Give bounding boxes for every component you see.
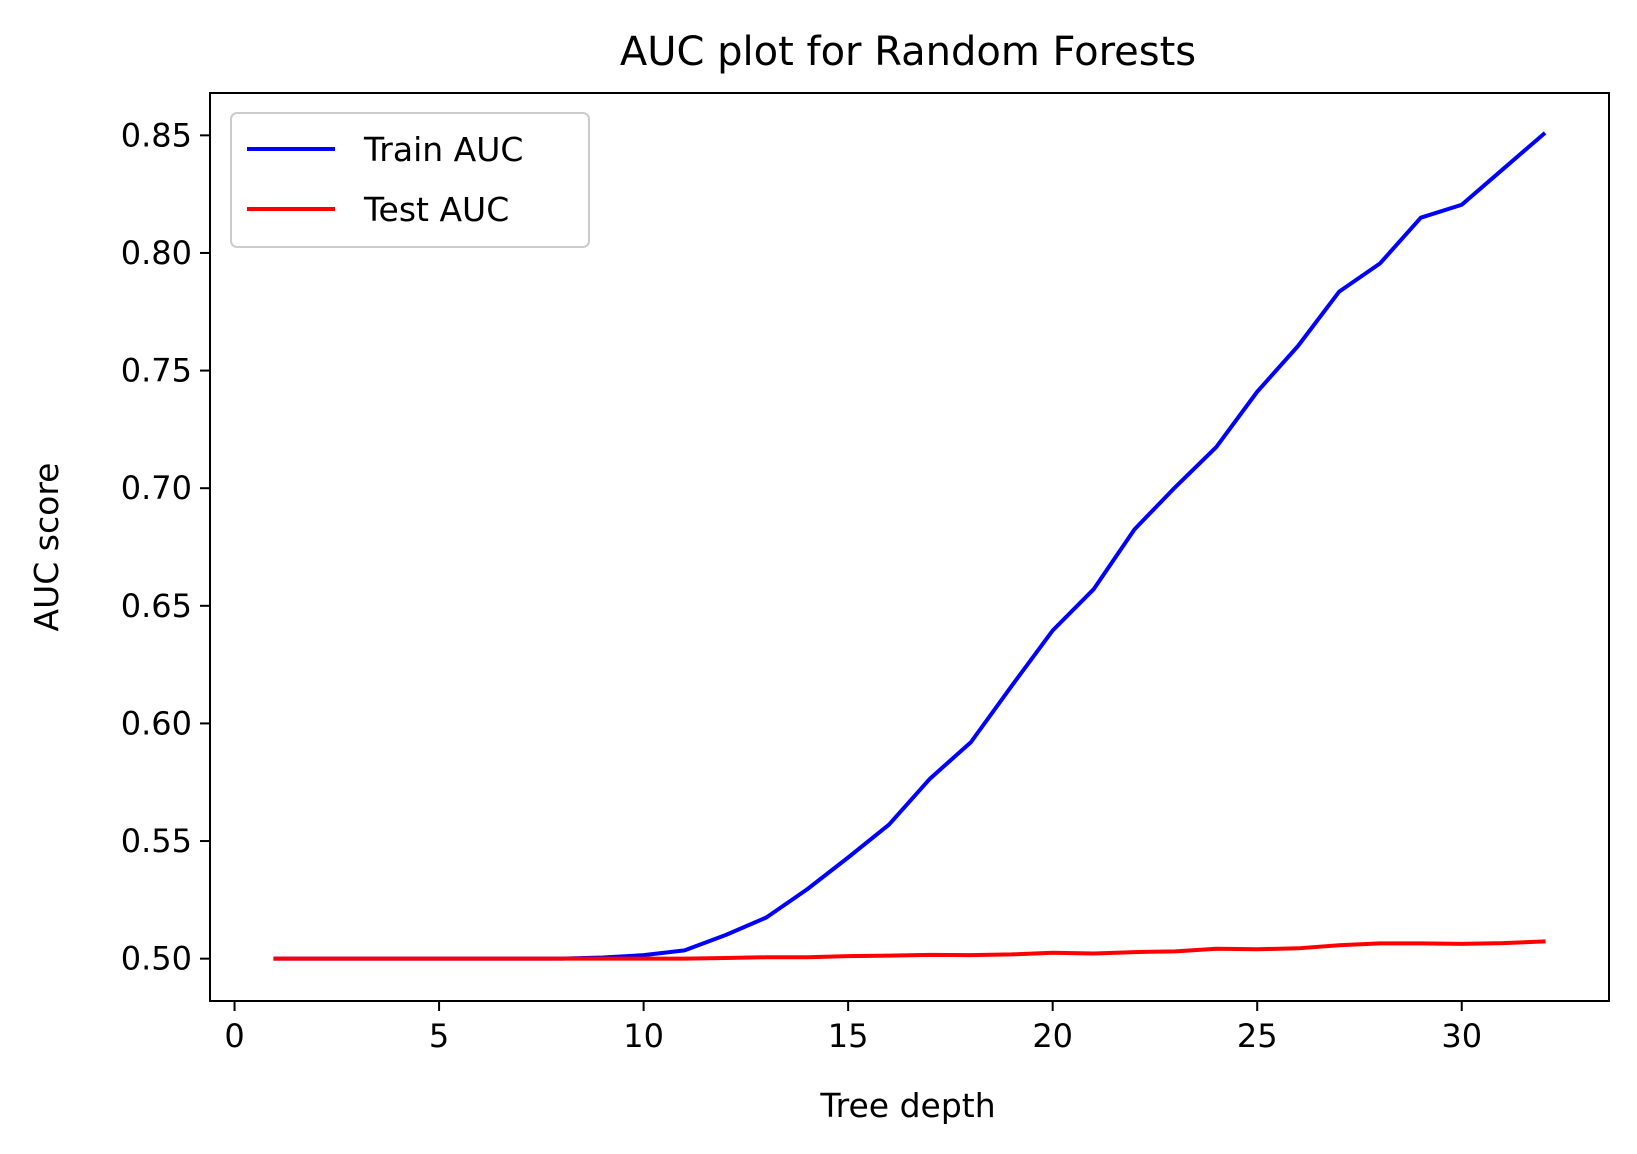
y-tick-label: 0.85	[121, 116, 192, 154]
y-axis-label: AUC score	[27, 463, 66, 632]
series-layer	[273, 131, 1547, 961]
x-tick-label: 15	[828, 1017, 869, 1055]
x-tick-label: 20	[1032, 1017, 1073, 1055]
y-tick-label: 0.80	[121, 234, 192, 272]
legend-entries: Train AUC Test AUC	[247, 130, 523, 229]
plot-area: 0 5 10 15 20 25 30 0.50 0.55 0.60 0.65 0.70 0.75 0.8…	[121, 92, 1610, 1055]
axes-frame	[209, 92, 1610, 1002]
chart-title: AUC plot for Random Forests	[620, 29, 1196, 75]
y-tick-label: 0.60	[121, 704, 192, 742]
legend-label-1: Test AUC	[363, 190, 509, 229]
y-tick-label: 0.50	[121, 940, 192, 978]
x-tick-label: 10	[623, 1017, 664, 1055]
y-tick-label: 0.65	[121, 587, 192, 625]
x-tick-label: 25	[1237, 1017, 1278, 1055]
x-tick-label: 5	[429, 1017, 449, 1055]
legend-label-0: Train AUC	[363, 130, 523, 169]
x-tick-label: 30	[1441, 1017, 1482, 1055]
y-tick-label: 0.55	[121, 822, 192, 860]
series-line-1	[273, 939, 1546, 961]
x-tick-label: 0	[224, 1017, 244, 1055]
x-axis-ticks: 0 5 10 15 20 25 30	[224, 1001, 1482, 1055]
y-tick-label: 0.75	[121, 352, 192, 390]
y-tick-label: 0.70	[121, 469, 192, 507]
y-axis-ticks: 0.50 0.55 0.60 0.65 0.70 0.75 0.80 0.85	[121, 116, 210, 978]
legend-box	[230, 112, 590, 248]
x-axis-label: Tree depth	[819, 1086, 995, 1125]
legend: Train AUC Test AUC	[230, 112, 590, 248]
